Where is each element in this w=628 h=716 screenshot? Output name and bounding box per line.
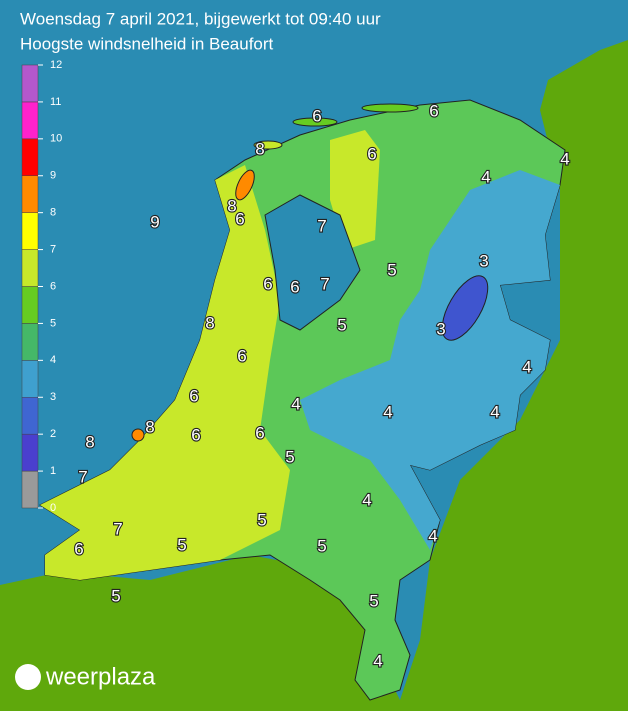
legend-label: 3 [50, 391, 56, 403]
spot [131, 428, 145, 442]
island [292, 117, 338, 127]
legend-label: 7 [50, 243, 56, 255]
legend-swatch [21, 175, 39, 213]
wind-label: 6 [235, 209, 244, 228]
legend-label: 4 [50, 354, 56, 366]
legend-swatch [21, 397, 39, 435]
wind-label: 6 [367, 144, 376, 163]
legend-label: 12 [50, 59, 62, 71]
lake [264, 194, 361, 331]
wind-label: 8 [205, 313, 214, 332]
legend-label: 2 [50, 428, 56, 440]
island [361, 103, 419, 113]
wind-label: 5 [257, 510, 266, 529]
wind-label: 4 [291, 394, 300, 413]
wind-label: 6 [255, 423, 264, 442]
wind-label: 6 [429, 101, 438, 120]
wind-label: 9 [150, 212, 159, 231]
wind-label: 5 [285, 447, 294, 466]
legend-label: 0 [50, 502, 56, 514]
legend-swatch [21, 360, 39, 398]
wind-label: 4 [373, 651, 382, 670]
wind-label: 4 [362, 490, 371, 509]
wind-label: 3 [436, 319, 445, 338]
wind-label: 8 [227, 196, 236, 215]
zone-low [441, 275, 489, 341]
wind-label: 7 [320, 274, 329, 293]
wind-label: 5 [317, 536, 326, 555]
legend-label: 11 [50, 96, 61, 108]
legend-swatch [21, 323, 39, 361]
wind-label: 6 [191, 425, 200, 444]
legend-label: 1 [50, 465, 56, 477]
island [235, 169, 255, 201]
legend-swatch [21, 470, 39, 509]
wind-label: 4 [560, 149, 569, 168]
wind-label: 6 [312, 106, 321, 125]
wind-label: 4 [522, 357, 531, 376]
legend-swatch [21, 286, 39, 324]
wind-label: 6 [263, 274, 272, 293]
wind-label: 5 [111, 586, 120, 605]
wind-label: 6 [237, 346, 246, 365]
wind-label: 8 [255, 139, 264, 158]
legend-label: 5 [50, 317, 56, 329]
island [253, 140, 283, 150]
wind-label: 8 [85, 432, 94, 451]
wind-label: 3 [479, 251, 488, 270]
legend-swatch [21, 249, 39, 287]
wind-label: 5 [369, 591, 378, 610]
neighbour-land [0, 40, 628, 711]
title: Woensdag 7 april 2021, bijgewerkt tot 09… [20, 9, 381, 28]
wind-label: 8 [145, 417, 154, 436]
subtitle: Hoogste windsnelheid in Beaufort [20, 34, 274, 53]
logo: weerplaza [45, 663, 156, 690]
wind-label: 6 [74, 539, 83, 558]
zone-west [40, 165, 290, 580]
wind-label: 5 [387, 260, 396, 279]
wind-label: 5 [337, 315, 346, 334]
wind-label: 7 [78, 467, 87, 486]
legend-swatch [21, 64, 39, 103]
legend-label: 6 [50, 280, 56, 292]
zone-north [330, 130, 380, 250]
wind-label: 4 [490, 402, 499, 421]
legend-swatch [21, 138, 39, 176]
legend-swatch [21, 101, 39, 140]
wind-label: 7 [317, 216, 326, 235]
legend-label: 9 [50, 170, 56, 182]
wind-label: 4 [481, 167, 490, 186]
wind-label: 7 [113, 519, 122, 538]
zone-east [300, 170, 560, 550]
legend-label: 10 [50, 133, 62, 145]
wind-label: 5 [177, 535, 186, 554]
logo-icon [15, 664, 41, 690]
wind-label: 4 [428, 526, 437, 545]
wind-label: 4 [383, 402, 392, 421]
wind-label: 6 [290, 277, 299, 296]
legend-label: 8 [50, 207, 56, 219]
legend-swatch [21, 433, 39, 472]
wind-label: 6 [189, 386, 198, 405]
legend-swatch [21, 212, 39, 250]
